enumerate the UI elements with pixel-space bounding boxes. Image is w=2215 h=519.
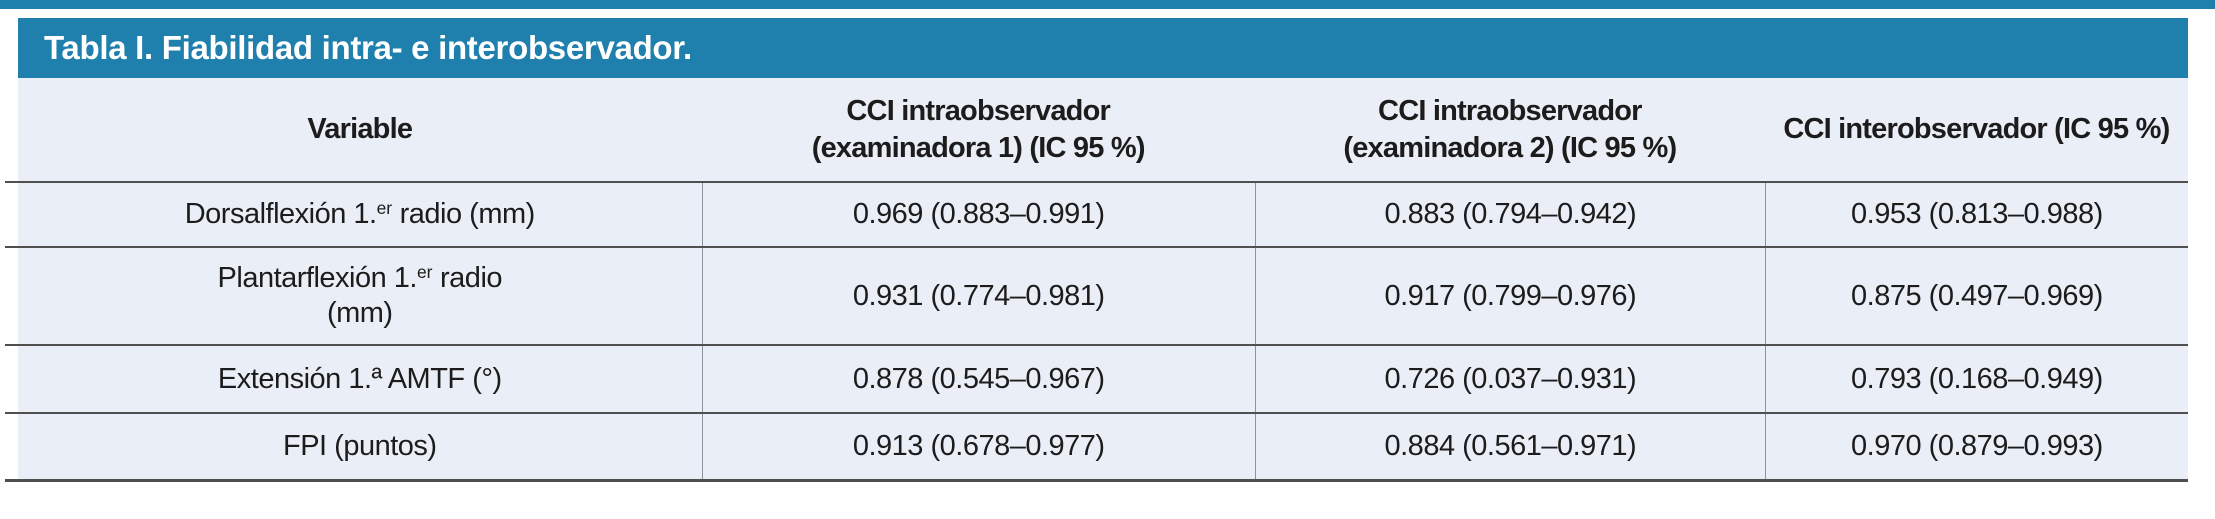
table-row: Extensión 1.ª AMTF (°) 0.878 (0.545–0.96… [5, 346, 2188, 414]
variable-text: FPI (puntos) [282, 430, 437, 463]
cci-value: 0.969 (0.883–0.991) [852, 198, 1105, 230]
value-cell: 0.878 (0.545–0.967) [701, 346, 1255, 412]
column-header-text: CCI intraobservador (examinadora 2) (IC 9… [1343, 93, 1677, 166]
column-header-cci-inter: CCI interobservador (IC 95 %) [1765, 78, 2188, 181]
variable-superscript: er [417, 262, 433, 283]
cci-value: 0.970 (0.879–0.993) [1851, 430, 2103, 462]
cci-value: 0.884 (0.561–0.971) [1384, 430, 1637, 462]
value-cell: 0.969 (0.883–0.991) [701, 183, 1255, 246]
value-cell: 0.884 (0.561–0.971) [1254, 414, 1765, 479]
cci-value: 0.726 (0.037–0.931) [1384, 362, 1637, 395]
cci-value: 0.931 (0.774–0.981) [852, 279, 1105, 312]
top-accent-strip [0, 0, 2215, 9]
variable-line2: (mm) [326, 297, 393, 329]
value-cell: 0.875 (0.497–0.969) [1764, 248, 2188, 344]
table-row: FPI (puntos) 0.913 (0.678–0.977) 0.884 (… [5, 414, 2188, 482]
table-row: Dorsalflexión 1.er radio (mm) 0.969 (0.8… [5, 183, 2188, 248]
table-title-bar: Tabla I. Fiabilidad intra- e interobserv… [18, 18, 2188, 78]
cci-value: 0.883 (0.794–0.942) [1384, 198, 1637, 230]
column-header-text: CCI intraobservador (examinadora 1) (IC 9… [811, 93, 1146, 166]
column-header-cci-intra-1: CCI intraobservador (examinadora 1) (IC 9… [702, 78, 1255, 181]
column-header-cci-intra-2: CCI intraobservador (examinadora 2) (IC 9… [1255, 78, 1765, 181]
variable-cell: Plantarflexión 1.er radio (mm) [18, 248, 702, 344]
value-cell: 0.931 (0.774–0.981) [701, 248, 1255, 344]
header-line: (examinadora 2) (IC 95 %) [1343, 131, 1677, 164]
header-line: CCI intraobservador [846, 95, 1110, 128]
value-cell: 0.953 (0.813–0.988) [1764, 183, 2188, 246]
cci-value: 0.878 (0.545–0.967) [852, 362, 1105, 395]
cci-value: 0.875 (0.497–0.969) [1851, 279, 2103, 312]
table-title: Tabla I. Fiabilidad intra- e interobserv… [44, 29, 692, 66]
variable-label: FPI (puntos) [283, 429, 437, 464]
table-row: Plantarflexión 1.er radio (mm) 0.931 (0.7… [5, 248, 2188, 346]
value-cell: 0.917 (0.799–0.976) [1254, 248, 1765, 344]
variable-cell: Extensión 1.ª AMTF (°) [18, 346, 702, 412]
variable-cell: FPI (puntos) [18, 414, 702, 479]
header-line: Variable [307, 113, 413, 146]
cci-value: 0.953 (0.813–0.988) [1851, 198, 2103, 230]
variable-text-post: radio (mm) [392, 198, 536, 231]
value-cell: 0.913 (0.678–0.977) [701, 414, 1255, 479]
variable-text-post: radio [432, 262, 503, 295]
variable-text: Plantarflexión 1. [217, 262, 418, 295]
table-header-row: Variable CCI intraobservador (examinadora… [5, 78, 2188, 183]
column-header-text: Variable [307, 111, 413, 147]
variable-label: Extensión 1.ª AMTF (°) [218, 362, 502, 397]
value-cell: 0.970 (0.879–0.993) [1764, 414, 2188, 479]
variable-label: Dorsalflexión 1.er radio (mm) [184, 197, 536, 232]
variable-text: Extensión 1.ª AMTF (°) [217, 362, 502, 395]
reliability-table: Tabla I. Fiabilidad intra- e interobserv… [5, 18, 2188, 482]
variable-label: Plantarflexión 1.er radio (mm) [217, 261, 503, 331]
value-cell: 0.726 (0.037–0.931) [1254, 346, 1765, 412]
variable-cell: Dorsalflexión 1.er radio (mm) [18, 183, 702, 246]
value-cell: 0.793 (0.168–0.949) [1764, 346, 2188, 412]
cci-value: 0.913 (0.678–0.977) [852, 430, 1105, 462]
column-header-text: CCI interobservador (IC 95 %) [1783, 111, 2170, 147]
column-header-variable: Variable [18, 78, 702, 181]
variable-superscript: er [376, 198, 393, 219]
cci-value: 0.793 (0.168–0.949) [1851, 362, 2103, 395]
header-line: CCI intraobservador [1378, 95, 1642, 128]
cci-value: 0.917 (0.799–0.976) [1384, 279, 1637, 312]
variable-text: Dorsalflexión 1. [184, 198, 377, 231]
header-line: (examinadora 1) (IC 95 %) [811, 131, 1146, 164]
value-cell: 0.883 (0.794–0.942) [1254, 183, 1765, 246]
header-line: CCI interobservador (IC 95 %) [1783, 113, 2170, 146]
